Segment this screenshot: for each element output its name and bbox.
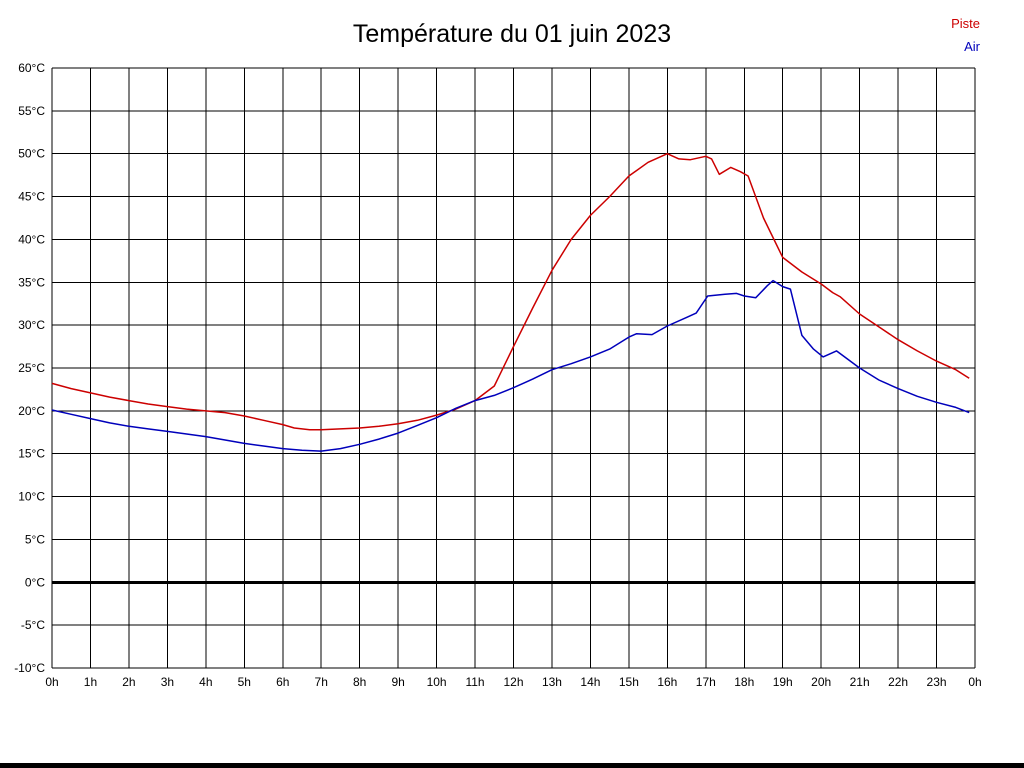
svg-text:21h: 21h bbox=[850, 675, 870, 689]
svg-text:10h: 10h bbox=[427, 675, 447, 689]
svg-text:30°C: 30°C bbox=[18, 318, 45, 332]
svg-text:4h: 4h bbox=[199, 675, 212, 689]
chart-legend: Piste Air bbox=[951, 12, 980, 58]
svg-text:-10°C: -10°C bbox=[14, 661, 45, 675]
svg-text:16h: 16h bbox=[657, 675, 677, 689]
svg-text:40°C: 40°C bbox=[18, 232, 45, 246]
svg-text:1h: 1h bbox=[84, 675, 97, 689]
svg-text:20°C: 20°C bbox=[18, 404, 45, 418]
svg-text:13h: 13h bbox=[542, 675, 562, 689]
svg-text:0h: 0h bbox=[45, 675, 58, 689]
bottom-border bbox=[0, 763, 1024, 768]
svg-text:60°C: 60°C bbox=[18, 61, 45, 75]
svg-text:7h: 7h bbox=[315, 675, 328, 689]
svg-text:22h: 22h bbox=[888, 675, 908, 689]
svg-text:9h: 9h bbox=[391, 675, 404, 689]
svg-text:17h: 17h bbox=[696, 675, 716, 689]
svg-text:15°C: 15°C bbox=[18, 447, 45, 461]
svg-text:23h: 23h bbox=[927, 675, 947, 689]
svg-text:25°C: 25°C bbox=[18, 361, 45, 375]
svg-text:12h: 12h bbox=[503, 675, 523, 689]
svg-text:14h: 14h bbox=[580, 675, 600, 689]
svg-text:0°C: 0°C bbox=[25, 575, 45, 589]
svg-text:35°C: 35°C bbox=[18, 275, 45, 289]
svg-text:10°C: 10°C bbox=[18, 490, 45, 504]
svg-text:8h: 8h bbox=[353, 675, 366, 689]
svg-text:5h: 5h bbox=[238, 675, 251, 689]
svg-text:6h: 6h bbox=[276, 675, 289, 689]
svg-text:5°C: 5°C bbox=[25, 532, 45, 546]
svg-text:18h: 18h bbox=[734, 675, 754, 689]
svg-text:-5°C: -5°C bbox=[21, 618, 45, 632]
svg-text:55°C: 55°C bbox=[18, 104, 45, 118]
svg-text:15h: 15h bbox=[619, 675, 639, 689]
legend-label-piste: Piste bbox=[951, 16, 980, 31]
svg-text:45°C: 45°C bbox=[18, 190, 45, 204]
svg-text:2h: 2h bbox=[122, 675, 135, 689]
chart-title: Température du 01 juin 2023 bbox=[352, 20, 672, 48]
svg-text:11h: 11h bbox=[465, 675, 484, 689]
svg-text:19h: 19h bbox=[773, 675, 793, 689]
svg-text:3h: 3h bbox=[161, 675, 174, 689]
svg-text:20h: 20h bbox=[811, 675, 831, 689]
legend-label-air: Air bbox=[964, 39, 980, 54]
svg-text:50°C: 50°C bbox=[18, 147, 45, 161]
svg-text:0h: 0h bbox=[968, 675, 981, 689]
